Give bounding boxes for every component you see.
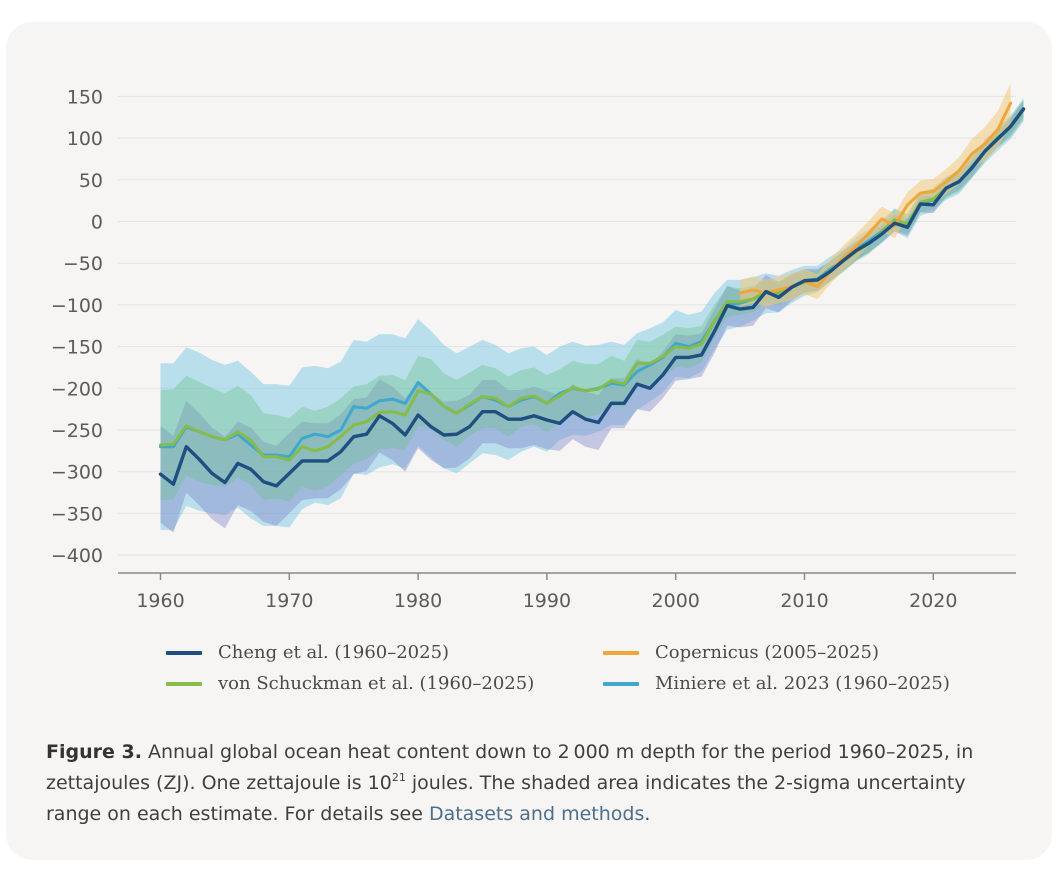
y-tick-label: −200 — [51, 378, 103, 400]
uncertainty-bands — [160, 83, 1024, 533]
x-tick-label: 1990 — [523, 590, 571, 612]
y-tick-label: −300 — [51, 462, 103, 484]
uncertainty-band — [160, 100, 1024, 533]
figure-card — [6, 22, 1052, 860]
x-tick-label: 1960 — [136, 590, 184, 612]
y-tick-label: −350 — [51, 503, 103, 525]
series-lines — [158, 101, 1026, 488]
y-tick-label: −100 — [51, 295, 103, 317]
series-line — [158, 107, 1026, 488]
axes: 150 100 50 0 −50 −100 −150 −200 −250 −300 −350 −400… — [51, 86, 1016, 612]
caption-lead: Figure 3. — [46, 741, 142, 763]
caption-text: joules. The shaded area indicates the 2-… — [46, 772, 966, 825]
x-tick-label: 1980 — [394, 590, 442, 612]
series-line — [738, 101, 1013, 295]
x-tick-label: 2000 — [652, 590, 700, 612]
caption-text: Annual global ocean heat content down to… — [46, 741, 974, 794]
y-tick-label: −400 — [51, 545, 103, 567]
y-tick-label: 150 — [67, 86, 103, 108]
gridlines — [118, 95, 1016, 556]
caption-text: . — [644, 803, 651, 825]
y-tick-label: −50 — [63, 253, 103, 275]
y-tick-label: −250 — [51, 420, 103, 442]
y-tick-label: −150 — [51, 337, 103, 359]
y-tick-label: 0 — [91, 212, 103, 234]
datasets-methods-link[interactable]: Datasets and methods — [428, 803, 645, 825]
x-tick-label: 1970 — [265, 590, 313, 612]
x-tick-label: 2010 — [780, 590, 828, 612]
y-tick-label: 50 — [79, 170, 103, 192]
caption-superscript: 21 — [391, 771, 406, 784]
figure-caption: Figure 3. Annual global ocean heat conte… — [46, 737, 1026, 830]
x-tick-label: 2020 — [909, 590, 957, 612]
uncertainty-band — [740, 83, 1011, 307]
y-tick-label: 100 — [67, 128, 103, 150]
